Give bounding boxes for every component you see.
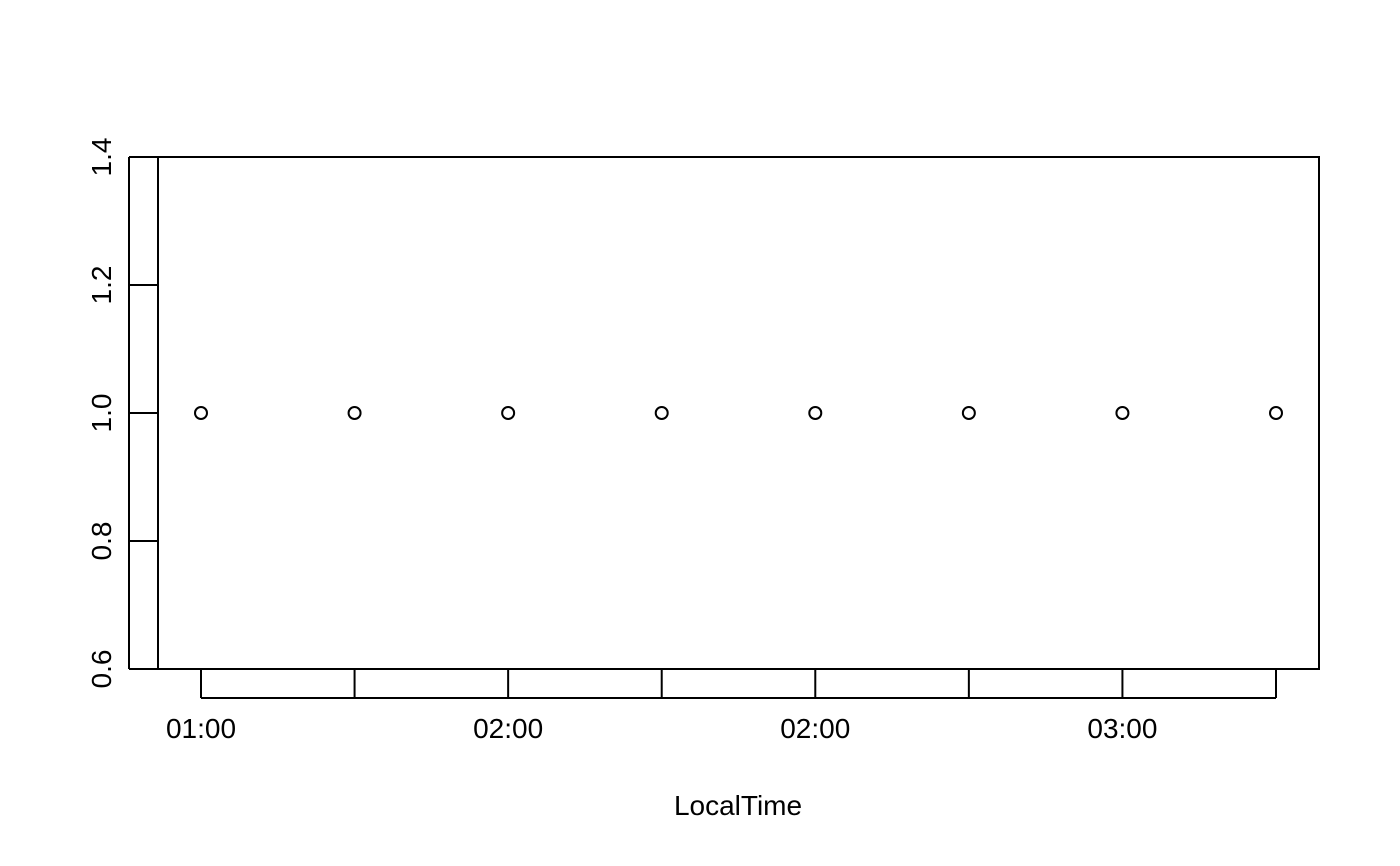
data-point [961,406,976,420]
x-axis: 01:00 02:00 02:00 03:00 [166,669,1277,744]
data-point [808,406,823,420]
y-tick-label: 1.0 [86,394,117,433]
y-tick-label: 1.4 [86,138,117,177]
data-point [1269,406,1283,420]
data-point [1115,406,1130,420]
x-tick-label: 01:00 [166,713,236,744]
y-tick-label: 1.2 [86,266,117,305]
plot-area-box [157,156,1320,670]
y-axis: 0.6 0.8 1.0 1.2 1.4 [86,138,158,689]
x-tick-label: 02:00 [780,713,850,744]
data-point [501,406,516,420]
data-points [194,406,1283,420]
x-tick-label: 02:00 [473,713,543,744]
data-point [347,406,362,420]
data-point [654,406,669,420]
x-tick-label: 03:00 [1087,713,1157,744]
x-axis-title: LocalTime [674,790,802,821]
y-tick-label: 0.6 [86,650,117,689]
data-point [194,406,208,420]
y-tick-label: 0.8 [86,522,117,561]
